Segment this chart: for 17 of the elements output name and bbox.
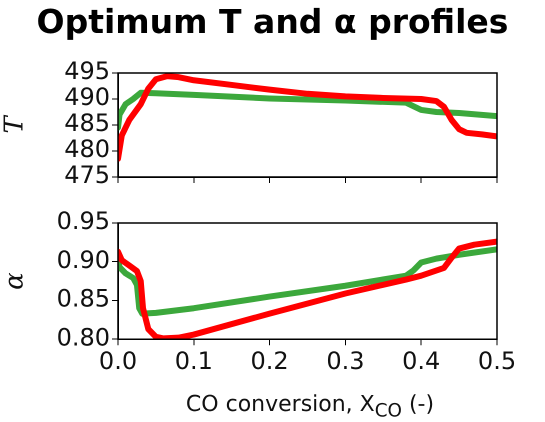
y-tick-label: 475 [64,161,110,190]
x-tick-label: 0.3 [326,346,364,375]
y-tick-label: 495 [64,57,110,86]
chart-title: Optimum T and α profiles [36,2,510,41]
x-axis-title: CO conversion, X$_{CO}$ (-) [184,392,436,422]
y-axis-title: α [0,272,30,290]
y-tick-label: 0.90 [56,246,110,274]
x-tick-label: 0.2 [250,346,289,375]
x-tick-label: 0.5 [478,346,516,375]
y-tick-label: 0.85 [56,284,110,313]
x-tick-label: 0.4 [402,346,440,375]
x-tick-label: 0.1 [174,346,213,375]
y-tick-label: 0.95 [56,207,110,236]
y-tick-label: 485 [64,109,110,138]
y-tick-label: 490 [64,83,110,112]
y-axis-title: T [0,114,30,134]
y-tick-label: 480 [64,135,110,164]
